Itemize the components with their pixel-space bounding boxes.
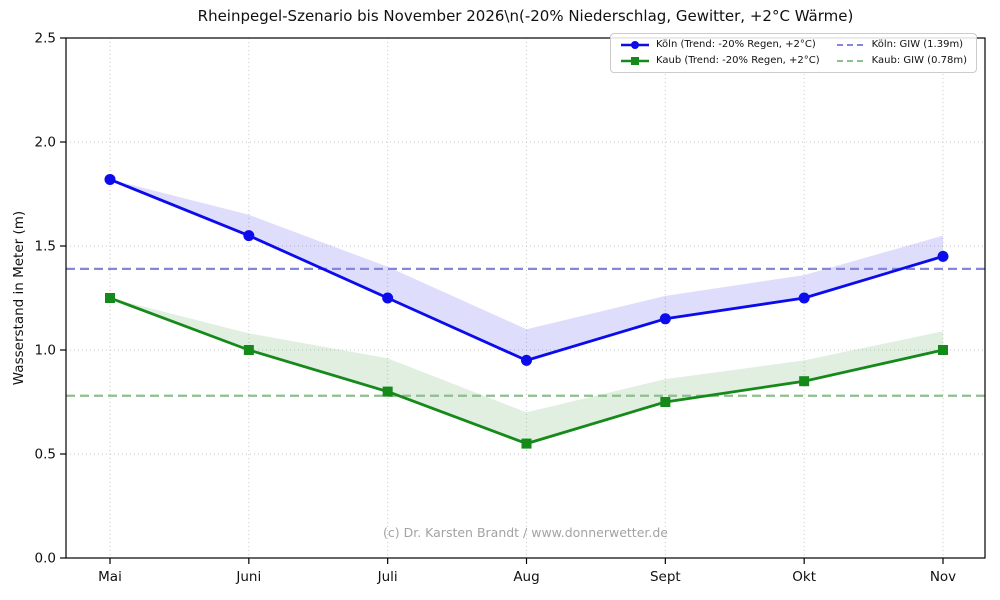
- legend-label-kaub-giw: Kaub: GIW (0.78m): [871, 54, 967, 66]
- x-tick-label: Sept: [650, 569, 681, 585]
- koeln-marker: [521, 354, 532, 366]
- legend: Köln (Trend: -20% Regen, +2°C) Köln: GIW…: [609, 33, 977, 73]
- kaub-uncertainty-band: [110, 298, 943, 444]
- y-tick-label: 2.0: [35, 135, 56, 151]
- legend-label-kaub-trend: Kaub (Trend: -20% Regen, +2°C): [655, 54, 820, 66]
- legend-item-kaub-giw: Kaub: GIW (0.78m): [836, 55, 967, 68]
- koeln-marker: [243, 230, 255, 242]
- koeln-marker: [659, 313, 671, 325]
- koeln-giw-dashed-line-icon: [836, 44, 865, 47]
- x-tick-label: Aug: [513, 569, 539, 585]
- y-tick-label: 2.5: [35, 31, 56, 47]
- koeln-marker: [104, 173, 116, 185]
- kaub-giw-dashed-line-icon: [836, 59, 865, 62]
- kaub-marker: [105, 293, 115, 303]
- legend-item-koeln-giw: Köln: GIW (1.39m): [836, 39, 967, 52]
- x-tick-label: Okt: [792, 569, 816, 585]
- kaub-marker: [521, 438, 532, 449]
- kaub-marker: [799, 376, 810, 387]
- chart-title: Rheinpegel-Szenario bis November 2026\n(…: [197, 7, 854, 25]
- kaub-marker: [938, 345, 948, 355]
- y-tick-label: 0.0: [35, 551, 56, 567]
- koeln-marker: [382, 292, 394, 304]
- x-tick-label: Juni: [235, 569, 261, 585]
- y-axis-label: Wasserstand in Meter (m): [11, 210, 27, 386]
- legend-item-koeln-trend: Köln (Trend: -20% Regen, +2°C): [620, 39, 820, 52]
- legend-item-kaub-trend: Kaub (Trend: -20% Regen, +2°C): [620, 55, 820, 68]
- kaub-marker: [660, 397, 671, 407]
- y-tick-label: 1.0: [35, 343, 56, 359]
- x-tick-label: Juli: [377, 569, 398, 585]
- y-tick-label: 1.5: [35, 239, 56, 255]
- koeln-marker: [937, 250, 949, 262]
- kaub-trend-line-icon: [620, 56, 649, 65]
- y-tick-label: 0.5: [35, 447, 56, 463]
- kaub-marker: [243, 345, 254, 355]
- koeln-marker: [798, 292, 810, 304]
- koeln-trend-line-icon: [620, 41, 649, 50]
- legend-label-koeln-giw: Köln: GIW (1.39m): [871, 39, 964, 50]
- x-tick-label: Nov: [930, 569, 956, 585]
- plot-border: [65, 37, 986, 559]
- legend-label-koeln-trend: Köln (Trend: -20% Regen, +2°C): [655, 39, 816, 50]
- kaub-marker: [382, 386, 393, 397]
- x-tick-label: Mai: [98, 569, 122, 585]
- watermark: (c) Dr. Karsten Brandt / www.donnerwette…: [383, 525, 668, 540]
